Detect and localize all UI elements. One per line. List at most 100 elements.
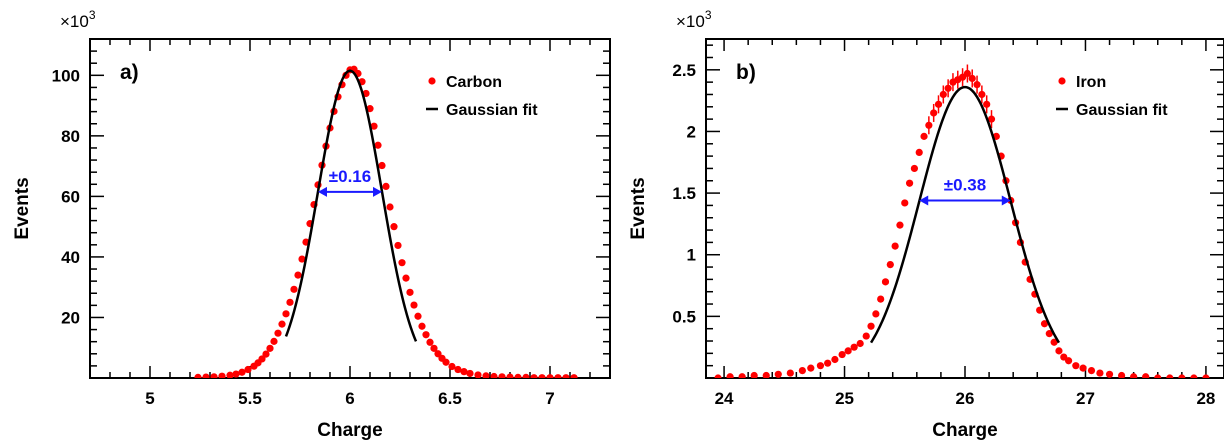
- data-point: [896, 221, 904, 229]
- plot-frame: [705, 38, 1224, 379]
- data-point: [274, 329, 282, 337]
- data-point: [944, 84, 952, 92]
- data-point: [872, 310, 880, 318]
- data-point: [1045, 330, 1053, 338]
- data-point: [877, 295, 885, 303]
- data-point: [862, 332, 870, 340]
- y-tick-label: 60: [61, 187, 80, 206]
- data-point: [538, 374, 546, 378]
- plot-frame: [89, 38, 611, 379]
- legend-marker-data: [428, 77, 436, 85]
- data-point: [570, 374, 578, 378]
- x-tick-label: 5: [145, 389, 154, 408]
- data-point: [490, 372, 498, 378]
- legend-marker-data: [1058, 77, 1066, 85]
- data-point: [194, 373, 202, 378]
- data-point: [282, 310, 290, 318]
- data-point: [1040, 320, 1049, 328]
- plot-area: [714, 64, 1210, 378]
- x-tick-label: 26: [956, 389, 975, 408]
- data-point: [1190, 374, 1198, 378]
- x-axis-title: Charge: [932, 420, 997, 440]
- x-tick-label: 25: [835, 389, 854, 408]
- data-point: [546, 374, 554, 378]
- data-point: [881, 278, 890, 286]
- data-point: [482, 372, 490, 378]
- data-point: [498, 373, 506, 378]
- data-point: [294, 271, 302, 279]
- y-axis-title: Events: [628, 177, 649, 239]
- data-point: [366, 105, 374, 113]
- data-point: [1178, 374, 1186, 378]
- data-point: [258, 355, 266, 363]
- x-tick-label: 27: [1076, 389, 1095, 408]
- data-point: [987, 115, 996, 123]
- data-point: [920, 132, 928, 140]
- data-point: [963, 69, 972, 78]
- data-point: [270, 337, 278, 345]
- legend-entry-data: Iron: [1076, 74, 1106, 91]
- data-point: [430, 344, 438, 352]
- x-axis-title: Charge: [317, 420, 382, 440]
- y-multiplier: ×103: [676, 8, 712, 31]
- data-point: [210, 373, 218, 378]
- y-multiplier-exponent: 3: [89, 8, 96, 22]
- data-point: [474, 371, 482, 378]
- data-point: [930, 109, 938, 117]
- width-label: ±0.16: [329, 167, 371, 186]
- data-point: [530, 374, 538, 378]
- panel-label: b): [736, 61, 756, 84]
- data-point: [886, 260, 894, 269]
- data-point: [522, 373, 530, 378]
- data-point: [410, 301, 418, 309]
- data-point: [414, 312, 422, 320]
- data-point: [398, 259, 406, 267]
- data-point: [1055, 347, 1063, 355]
- data-point: [514, 373, 522, 378]
- y-tick-label: 20: [61, 308, 80, 327]
- data-point: [202, 373, 210, 378]
- data-point: [774, 370, 782, 378]
- data-point: [798, 367, 806, 375]
- data-point: [844, 347, 852, 355]
- y-axis-title: Events: [12, 177, 33, 239]
- width-arrow-head-right: [1001, 195, 1011, 206]
- data-point: [390, 223, 398, 231]
- data-point: [1079, 364, 1087, 372]
- data-point: [506, 373, 514, 378]
- legend-entry-fit: Gaussian fit: [446, 102, 538, 119]
- data-point: [278, 320, 286, 328]
- data-point: [448, 362, 456, 371]
- y-tick-label: 0.5: [672, 307, 696, 326]
- x-tick-label: 6: [345, 389, 354, 408]
- data-point: [386, 203, 394, 211]
- y-multiplier: ×103: [60, 8, 96, 31]
- data-point: [426, 338, 434, 346]
- y-multiplier-base: ×10: [60, 12, 89, 31]
- y-tick-label: 1.5: [672, 184, 696, 203]
- data-point: [726, 373, 734, 378]
- y-tick-label: 100: [52, 66, 80, 85]
- y-multiplier-exponent: 3: [705, 8, 712, 22]
- data-point: [370, 122, 378, 130]
- data-point: [562, 374, 570, 378]
- gaussian-fit-curve: [284, 69, 418, 342]
- x-tick-label: 5.5: [238, 389, 262, 408]
- y-tick-label: 80: [61, 127, 80, 146]
- data-point: [232, 370, 240, 378]
- data-point: [1118, 371, 1126, 378]
- y-tick-label: 2: [687, 122, 696, 141]
- y-tick-label: 1: [687, 246, 696, 265]
- data-point: [226, 371, 234, 378]
- data-point: [238, 368, 246, 376]
- x-tick-label: 6.5: [438, 389, 462, 408]
- data-point: [298, 255, 306, 263]
- y-multiplier-base: ×10: [676, 12, 705, 31]
- legend-entry-fit: Gaussian fit: [1076, 102, 1168, 119]
- data-point: [807, 364, 815, 372]
- y-tick-label: 2.5: [672, 61, 696, 80]
- data-point: [460, 368, 468, 376]
- data-point: [466, 369, 474, 378]
- data-point: [915, 148, 923, 157]
